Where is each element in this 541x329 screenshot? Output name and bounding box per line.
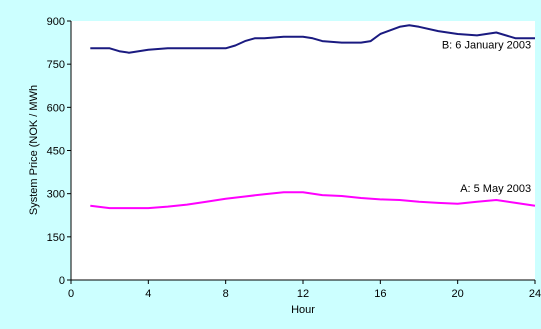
y-axis-title: System Price (NOK / MWh [28, 85, 40, 215]
series-label: B: 6 January 2003 [442, 39, 531, 51]
y-tick-label: 0 [59, 275, 65, 287]
x-tick-label: 8 [223, 288, 229, 300]
x-tick-label: 20 [452, 288, 464, 300]
series-labels: B: 6 January 2003 A: 5 May 2003 [442, 39, 531, 195]
y-tick-label: 900 [47, 16, 65, 28]
x-tick-label: 0 [68, 288, 74, 300]
y-tick-label: 150 [47, 232, 65, 244]
x-tick-label: 16 [374, 288, 386, 300]
y-tick-label: 750 [47, 59, 65, 71]
x-tick-label: 4 [145, 288, 151, 300]
x-axis-title: Hour [291, 304, 315, 316]
y-tick-label: 600 [47, 102, 65, 114]
y-axis: 0 150 300 450 600 750 900 [47, 16, 72, 287]
series-line-1 [90, 191, 536, 210]
series-label: A: 5 May 2003 [460, 183, 531, 195]
series-line-0 [90, 24, 535, 54]
y-tick-label: 450 [47, 146, 65, 158]
x-tick-label: 24 [529, 288, 541, 300]
y-tick-label: 300 [47, 189, 65, 201]
series-layer [90, 24, 536, 210]
plot-area [71, 21, 535, 280]
x-tick-label: 12 [297, 288, 309, 300]
x-axis: 0 4 8 12 16 20 24 [68, 279, 541, 300]
